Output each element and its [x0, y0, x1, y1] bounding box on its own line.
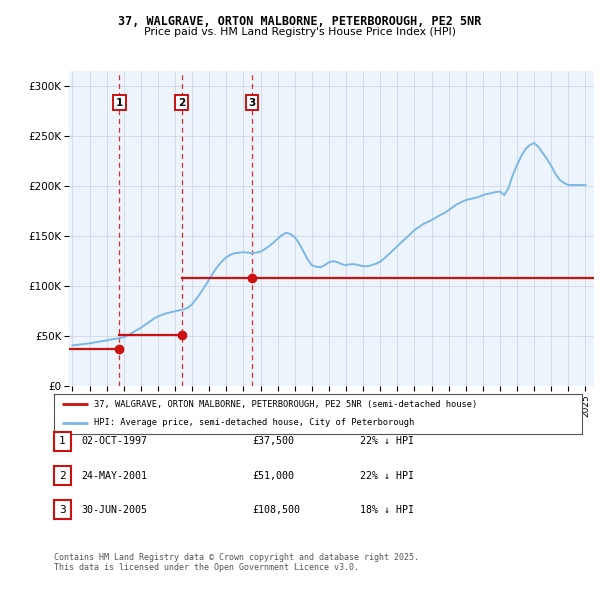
Text: £108,500: £108,500 [252, 505, 300, 514]
Text: 37, WALGRAVE, ORTON MALBORNE, PETERBOROUGH, PE2 5NR: 37, WALGRAVE, ORTON MALBORNE, PETERBOROU… [118, 15, 482, 28]
Text: 18% ↓ HPI: 18% ↓ HPI [360, 505, 414, 514]
Text: 3: 3 [248, 98, 256, 108]
Text: 1: 1 [59, 437, 66, 446]
Text: 3: 3 [59, 505, 66, 514]
Text: 22% ↓ HPI: 22% ↓ HPI [360, 437, 414, 446]
Text: 22% ↓ HPI: 22% ↓ HPI [360, 471, 414, 480]
Text: 30-JUN-2005: 30-JUN-2005 [81, 505, 147, 514]
Text: £51,000: £51,000 [252, 471, 294, 480]
Text: Contains HM Land Registry data © Crown copyright and database right 2025.
This d: Contains HM Land Registry data © Crown c… [54, 553, 419, 572]
Text: 2: 2 [178, 98, 185, 108]
Text: 02-OCT-1997: 02-OCT-1997 [81, 437, 147, 446]
Text: 2: 2 [59, 471, 66, 480]
Text: 24-MAY-2001: 24-MAY-2001 [81, 471, 147, 480]
Text: Price paid vs. HM Land Registry's House Price Index (HPI): Price paid vs. HM Land Registry's House … [144, 27, 456, 37]
Text: 37, WALGRAVE, ORTON MALBORNE, PETERBOROUGH, PE2 5NR (semi-detached house): 37, WALGRAVE, ORTON MALBORNE, PETERBOROU… [94, 400, 477, 409]
Text: 1: 1 [116, 98, 123, 108]
Text: HPI: Average price, semi-detached house, City of Peterborough: HPI: Average price, semi-detached house,… [94, 418, 414, 427]
Text: £37,500: £37,500 [252, 437, 294, 446]
